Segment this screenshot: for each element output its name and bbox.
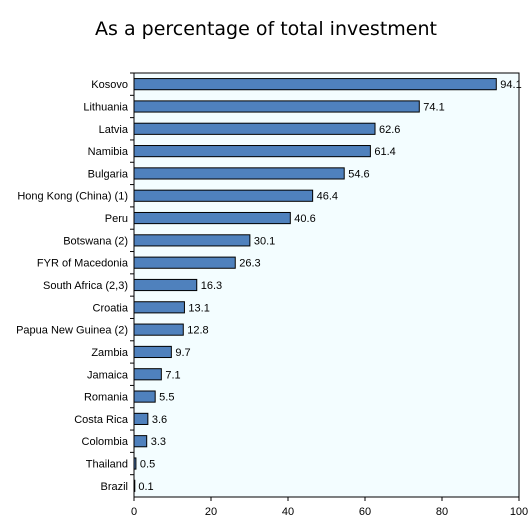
- bar: [133, 323, 184, 336]
- value-label: 62.6: [379, 124, 400, 136]
- bar: [133, 211, 291, 225]
- x-tick-label: 0: [131, 506, 137, 518]
- bar: [133, 189, 314, 202]
- value-label: 26.3: [239, 258, 260, 270]
- value-label: 61.4: [374, 146, 395, 158]
- bar: [133, 78, 497, 91]
- category-label: Croatia: [93, 302, 129, 314]
- x-tick-label: 80: [436, 506, 448, 518]
- bar: [133, 256, 236, 269]
- bar: [133, 412, 149, 425]
- value-label: 46.4: [317, 191, 338, 203]
- bar: [133, 234, 251, 247]
- bar: [133, 167, 345, 180]
- plot-background: [133, 72, 520, 498]
- x-tick-label: 40: [282, 506, 294, 518]
- category-label: Thailand: [86, 459, 128, 471]
- value-label: 40.6: [294, 213, 315, 225]
- chart-title: As a percentage of total investment: [95, 18, 437, 40]
- value-label: 12.8: [187, 325, 208, 337]
- bar: [133, 390, 156, 403]
- category-label: Colombia: [82, 436, 129, 448]
- category-label: Latvia: [99, 124, 129, 136]
- value-label: 30.1: [254, 235, 275, 247]
- x-tick-label: 60: [359, 506, 371, 518]
- value-label: 3.3: [151, 436, 166, 448]
- value-label: 3.6: [152, 414, 167, 426]
- category-label: Jamaica: [87, 369, 129, 381]
- category-label: Romania: [84, 392, 129, 404]
- value-label: 54.6: [348, 168, 369, 180]
- bar: [133, 457, 137, 470]
- bar: [133, 122, 376, 135]
- category-label: South Africa (2,3): [43, 280, 128, 292]
- value-label: 13.1: [188, 302, 209, 314]
- x-tick-label: 20: [205, 506, 217, 518]
- value-label: 9.7: [175, 347, 190, 359]
- category-label: Bulgaria: [88, 168, 129, 180]
- bar: [133, 368, 162, 381]
- category-label: Hong Kong (China) (1): [17, 191, 128, 203]
- value-label: 74.1: [423, 101, 444, 113]
- bar: [133, 100, 420, 113]
- value-label: 16.3: [201, 280, 222, 292]
- category-label: Costa Rica: [74, 414, 129, 426]
- category-label: FYR of Macedonia: [37, 258, 129, 270]
- bar: [133, 345, 172, 359]
- bar: [133, 278, 198, 292]
- category-label: Lithuania: [83, 101, 129, 113]
- bar: [133, 479, 136, 492]
- category-label: Papua New Guinea (2): [16, 325, 128, 337]
- category-label: Botswana (2): [63, 235, 128, 247]
- value-label: 0.5: [140, 459, 155, 471]
- category-label: Kosovo: [91, 79, 128, 91]
- category-label: Brazil: [100, 481, 128, 493]
- category-label: Namibia: [88, 146, 129, 158]
- value-label: 94.1: [500, 79, 521, 91]
- category-label: Peru: [105, 213, 128, 225]
- value-label: 0.1: [138, 481, 153, 493]
- bar: [133, 301, 185, 314]
- x-tick-label: 100: [510, 506, 528, 518]
- category-label: Zambia: [91, 347, 129, 359]
- bar: [133, 435, 148, 448]
- value-label: 5.5: [159, 392, 174, 404]
- value-label: 7.1: [165, 369, 180, 381]
- bar: [133, 145, 371, 158]
- plot-area: Kosovo 94.1 Lithuania 74.1 Latvia 62.6 Namibia…: [16, 72, 528, 518]
